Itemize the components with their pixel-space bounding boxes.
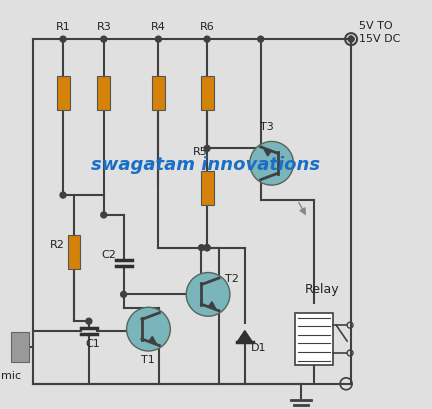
FancyBboxPatch shape [200, 171, 213, 205]
FancyBboxPatch shape [67, 235, 80, 269]
Text: R4: R4 [151, 22, 166, 32]
Text: T1: T1 [140, 355, 154, 365]
Text: D1: D1 [251, 343, 266, 353]
FancyBboxPatch shape [152, 76, 165, 110]
Circle shape [258, 36, 264, 42]
Text: Relay: Relay [305, 283, 339, 297]
Text: R6: R6 [200, 22, 214, 32]
Circle shape [156, 36, 162, 42]
Polygon shape [237, 330, 253, 342]
Circle shape [348, 36, 354, 42]
Text: R1: R1 [56, 22, 70, 32]
Circle shape [204, 245, 210, 251]
Text: R3: R3 [96, 22, 111, 32]
Text: C1: C1 [85, 339, 100, 349]
Text: C2: C2 [102, 249, 117, 260]
FancyBboxPatch shape [97, 76, 110, 110]
Circle shape [101, 36, 107, 42]
FancyBboxPatch shape [11, 332, 29, 362]
Circle shape [60, 192, 66, 198]
FancyBboxPatch shape [295, 313, 333, 365]
Text: T2: T2 [225, 274, 239, 285]
FancyBboxPatch shape [200, 76, 213, 110]
Text: R5: R5 [193, 147, 208, 157]
Circle shape [101, 212, 107, 218]
Text: R2: R2 [50, 240, 65, 250]
Text: 15V DC: 15V DC [359, 34, 400, 44]
Circle shape [60, 36, 66, 42]
Circle shape [204, 245, 210, 251]
Text: swagatam innovations: swagatam innovations [91, 156, 320, 174]
Circle shape [127, 307, 170, 351]
Circle shape [204, 146, 210, 151]
Circle shape [204, 36, 210, 42]
Circle shape [121, 291, 127, 297]
FancyBboxPatch shape [57, 76, 70, 110]
Circle shape [186, 272, 230, 316]
Circle shape [86, 318, 92, 324]
Text: 5V TO: 5V TO [359, 21, 393, 31]
Text: mic: mic [1, 371, 22, 381]
Text: T3: T3 [260, 121, 273, 132]
Circle shape [199, 245, 204, 251]
Circle shape [250, 142, 293, 185]
